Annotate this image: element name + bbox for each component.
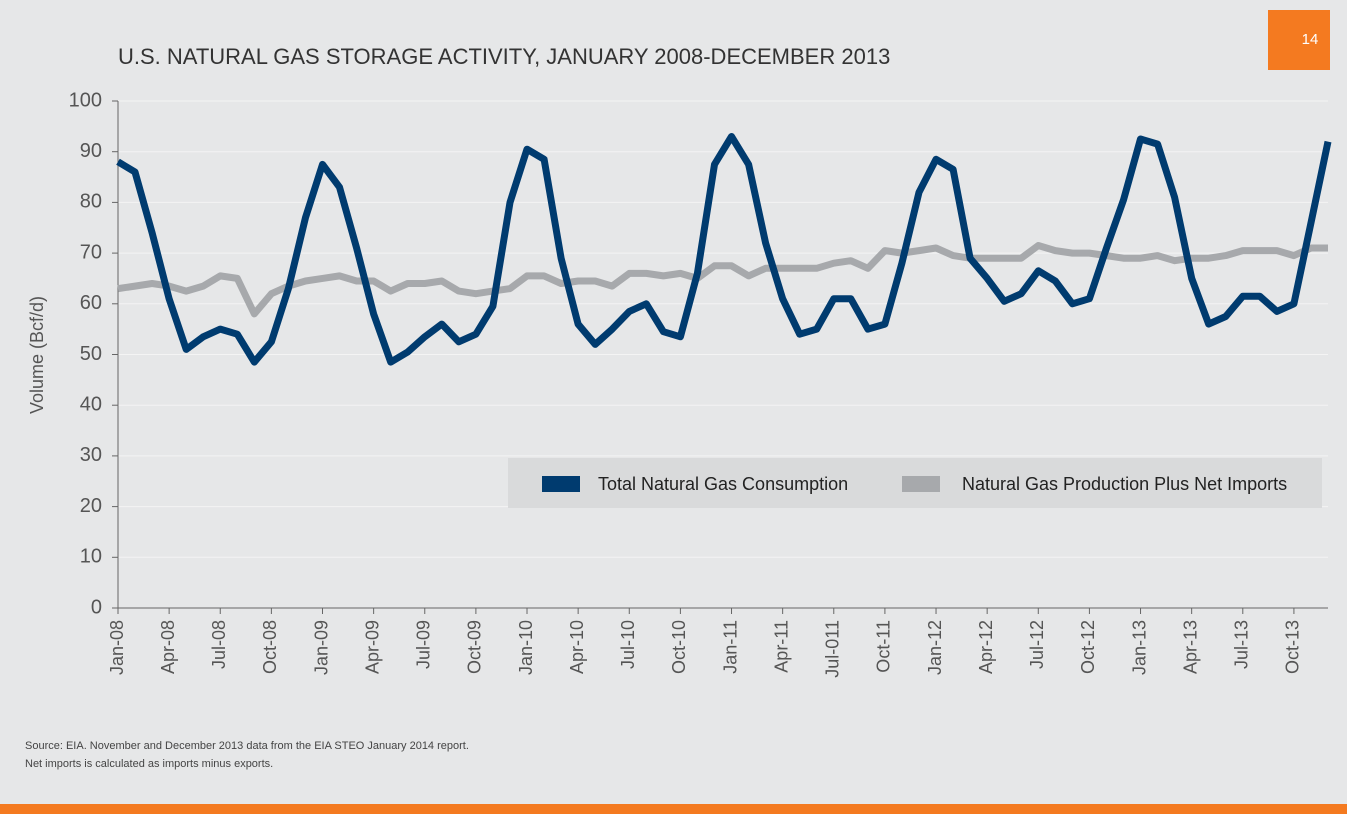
y-tick-label: 90 — [80, 140, 102, 162]
y-axis-label: Volume (Bcf/d) — [27, 296, 47, 414]
legend-label: Total Natural Gas Consumption — [598, 474, 848, 494]
footer-bar — [0, 804, 1347, 814]
x-tick-label: Apr-12 — [976, 620, 996, 674]
x-tick-label: Jan-11 — [720, 620, 740, 674]
x-tick-label: Jul-10 — [618, 620, 638, 669]
x-tick-label: Jul-08 — [209, 620, 229, 669]
page-number: 14 — [1302, 31, 1319, 48]
source-note: Net imports is calculated as imports min… — [25, 758, 273, 770]
y-tick-label: 80 — [80, 191, 102, 213]
x-tick-label: Apr-09 — [362, 620, 382, 674]
y-tick-label: 30 — [80, 444, 102, 466]
series-line — [116, 133, 1332, 366]
source-note: Source: EIA. November and December 2013 … — [25, 740, 469, 752]
x-tick-label: Oct-13 — [1283, 620, 1303, 674]
series-line — [117, 242, 1328, 318]
x-tick-label: Jul-011 — [823, 620, 843, 678]
x-tick-label: Apr-08 — [158, 620, 178, 674]
x-tick-label: Oct-12 — [1078, 620, 1098, 674]
y-tick-label: 70 — [80, 241, 102, 263]
page-badge — [1268, 10, 1330, 70]
x-tick-label: Jan-08 — [107, 620, 127, 675]
y-tick-label: 10 — [80, 546, 102, 568]
x-tick-label: Jul-13 — [1232, 620, 1252, 669]
x-tick-label: Oct-09 — [465, 620, 485, 674]
x-tick-label: Apr-11 — [771, 620, 791, 673]
x-tick-label: Oct-11 — [874, 620, 894, 673]
x-tick-label: Jan-13 — [1129, 620, 1149, 675]
x-tick-label: Jan-12 — [925, 620, 945, 675]
legend-swatch — [542, 476, 580, 492]
x-tick-label: Jul-12 — [1027, 620, 1047, 669]
x-tick-label: Oct-08 — [260, 620, 280, 674]
y-tick-label: 60 — [80, 292, 102, 314]
x-tick-label: Apr-10 — [567, 620, 587, 674]
y-tick-label: 50 — [80, 343, 102, 365]
y-tick-label: 40 — [80, 393, 102, 415]
x-tick-label: Apr-13 — [1180, 620, 1200, 674]
legend-label: Natural Gas Production Plus Net Imports — [962, 474, 1287, 494]
y-tick-label: 0 — [91, 596, 102, 618]
y-tick-label: 20 — [80, 495, 102, 517]
legend-swatch — [902, 476, 940, 492]
x-tick-label: Jul-09 — [414, 620, 434, 669]
y-tick-label: 100 — [69, 89, 102, 111]
x-tick-label: Jan-10 — [516, 620, 536, 675]
x-tick-label: Oct-10 — [669, 620, 689, 674]
chart-title: U.S. NATURAL GAS STORAGE ACTIVITY, JANUA… — [118, 44, 890, 69]
x-tick-label: Jan-09 — [311, 620, 331, 675]
